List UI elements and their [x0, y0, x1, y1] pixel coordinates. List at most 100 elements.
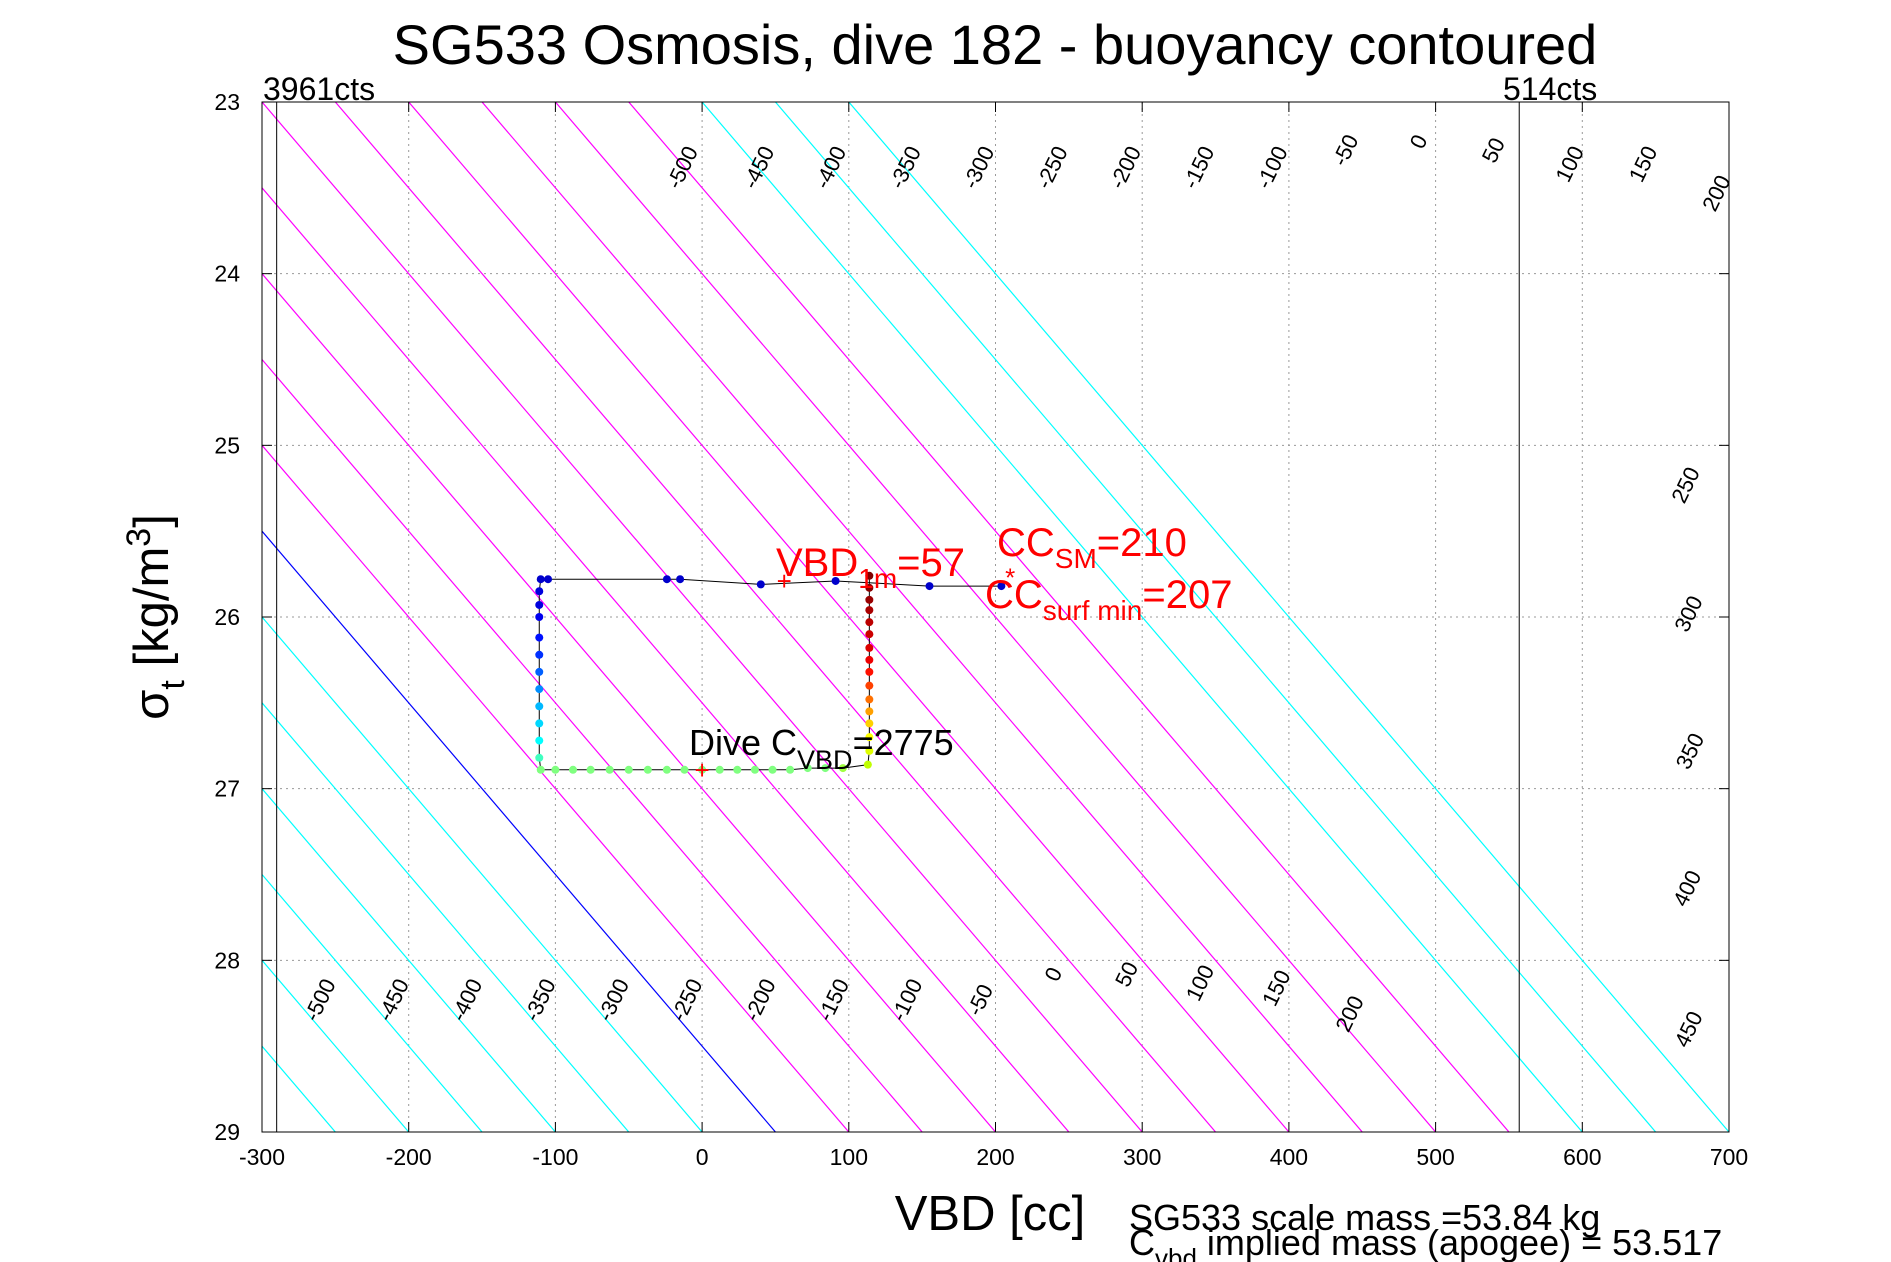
contour-line — [262, 444, 850, 1132]
y-axis-label-base: σ — [125, 690, 179, 720]
dive-path-point — [838, 764, 847, 773]
y-axis-label-sup: 3 — [120, 528, 158, 547]
x-tick-label: 100 — [830, 1144, 868, 1170]
dive-path-point — [750, 765, 759, 774]
dive-path-point — [865, 719, 874, 728]
dive-path-point — [535, 587, 544, 596]
y-tick-label: 23 — [214, 89, 240, 115]
x-tick-label: 500 — [1416, 1144, 1454, 1170]
implied-mass-text: Cvbd implied mass (apogee) = 53.517 — [1129, 1222, 1722, 1262]
x-axis-ticks: -300 -200 -100 0 100 200 300 400 500 600 700 — [239, 102, 1748, 1170]
dive-path-point — [535, 633, 544, 642]
contour-label: 450 — [1669, 1007, 1708, 1051]
dive-path-point — [865, 571, 874, 580]
dive-path-point — [865, 618, 874, 627]
contour-line — [481, 102, 1363, 1132]
marker-point: * — [1005, 563, 1015, 593]
dive-path-point — [676, 575, 685, 584]
dive-path-point — [733, 765, 742, 774]
dive-path-point — [865, 643, 874, 652]
dive-path-point — [569, 765, 578, 774]
dive-path-point — [865, 733, 874, 742]
dive-path-point — [831, 576, 840, 585]
y-tick-label: 28 — [214, 947, 240, 973]
vbd-limit-lines — [276, 102, 1520, 1132]
dive-path-point — [865, 655, 874, 664]
x-tick-label: 200 — [976, 1144, 1014, 1170]
dive-path-point — [662, 575, 671, 584]
dive-path-point — [535, 736, 544, 745]
x-tick-label: 400 — [1270, 1144, 1308, 1170]
y-tick-label: 24 — [214, 261, 240, 287]
contour-line — [262, 873, 483, 1132]
vbd-1m-annotation: VBD1m=57 — [776, 541, 965, 594]
y-axis-label: σt [kg/m3] — [120, 514, 192, 720]
dive-path-point — [624, 765, 633, 774]
dive-path-point — [551, 765, 560, 774]
y-tick-label: 27 — [214, 776, 240, 802]
contour-label: 250 — [1666, 463, 1705, 507]
contour-label: -500 — [661, 142, 703, 193]
contour-line — [262, 701, 630, 1132]
x-axis-label: VBD [cc] — [895, 1187, 1086, 1241]
cc-surf-min-annotation: CCsurf min=207 — [985, 573, 1232, 626]
dive-path-point — [643, 765, 652, 774]
contour-label: -150 — [812, 975, 854, 1026]
dive-path-point — [865, 583, 874, 592]
contour-label: -250 — [666, 975, 708, 1026]
contour-line — [262, 530, 776, 1132]
y-axis-label-end: ] — [125, 514, 179, 528]
dive-path-point — [997, 582, 1006, 591]
contour-line — [0, 102, 115, 1132]
x-tick-label: -300 — [239, 1144, 285, 1170]
x-tick-label: 600 — [1563, 1144, 1601, 1170]
dive-path-point — [768, 765, 777, 774]
contour-label: 50 — [1477, 134, 1510, 167]
dive-path-point — [536, 765, 545, 774]
dive-path-point — [535, 600, 544, 609]
contour-label: -50 — [1327, 130, 1363, 170]
dive-path-point — [586, 765, 595, 774]
dive-path-point — [535, 667, 544, 676]
y-tick-label: 26 — [214, 604, 240, 630]
vbd-limit-left-label: 3961cts — [263, 71, 375, 107]
dive-path-point — [544, 575, 553, 584]
dive-path-point — [662, 765, 671, 774]
x-tick-label: -200 — [386, 1144, 432, 1170]
dive-path-point — [535, 753, 544, 762]
vbd-limit-right-label: 514cts — [1503, 71, 1597, 107]
dive-c-vbd-annotation: Dive CVBD=2775 — [689, 722, 954, 775]
markers: + * + — [695, 563, 1016, 785]
contour-label: -400 — [446, 975, 488, 1026]
dive-path — [535, 571, 1006, 774]
contour-label: 200 — [1697, 171, 1736, 215]
contour-line — [262, 102, 1143, 1132]
dive-path-point — [865, 667, 874, 676]
dive-path-point — [865, 606, 874, 615]
contour-line — [262, 186, 1070, 1132]
dive-path-point — [536, 575, 545, 584]
contour-line — [0, 102, 42, 1132]
contour-label: -250 — [1031, 142, 1073, 193]
x-tick-label: 0 — [696, 1144, 709, 1170]
dive-path-point — [535, 719, 544, 728]
contour-line — [554, 102, 1437, 1132]
dive-path-point — [865, 707, 874, 716]
contour-label: 150 — [1624, 142, 1663, 186]
x-tick-label: -100 — [532, 1144, 578, 1170]
y-tick-label: 25 — [214, 432, 240, 458]
contour-label: -150 — [1178, 142, 1220, 193]
y-tick-label: 29 — [214, 1119, 240, 1145]
dive-path-point — [715, 765, 724, 774]
contour-line — [848, 102, 1729, 1132]
contour-label: 100 — [1550, 142, 1589, 186]
scale-mass-text: SG533 scale mass =53.84 kg — [1129, 1197, 1600, 1238]
contour-line — [334, 102, 1217, 1132]
dive-path-point — [865, 695, 874, 704]
x-tick-label: 300 — [1123, 1144, 1161, 1170]
contour-label: 400 — [1668, 866, 1707, 910]
contour-label: 300 — [1669, 592, 1708, 636]
x-tick-label: 700 — [1710, 1144, 1748, 1170]
dive-path-point — [535, 613, 544, 621]
